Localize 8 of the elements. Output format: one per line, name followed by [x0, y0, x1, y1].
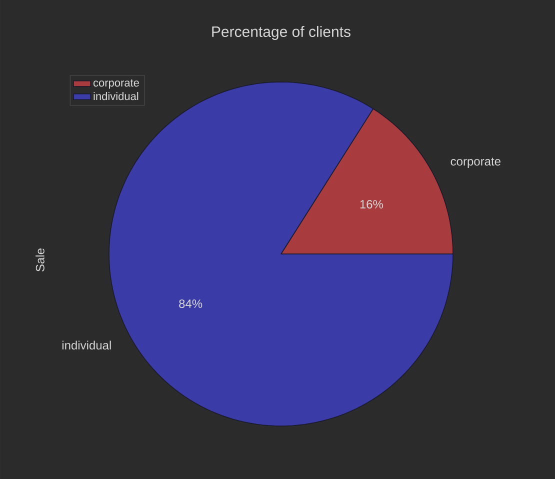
slice-label: individual: [62, 340, 111, 350]
text: Sale: [36, 248, 44, 272]
data-label: 84%: [179, 299, 202, 308]
slice-label: corporate: [450, 158, 500, 168]
data-label: 16%: [360, 200, 384, 209]
chart-title: Percentage of clients: [212, 26, 350, 40]
legend-label: corporate: [93, 79, 139, 89]
legend-label: individual: [94, 92, 138, 100]
